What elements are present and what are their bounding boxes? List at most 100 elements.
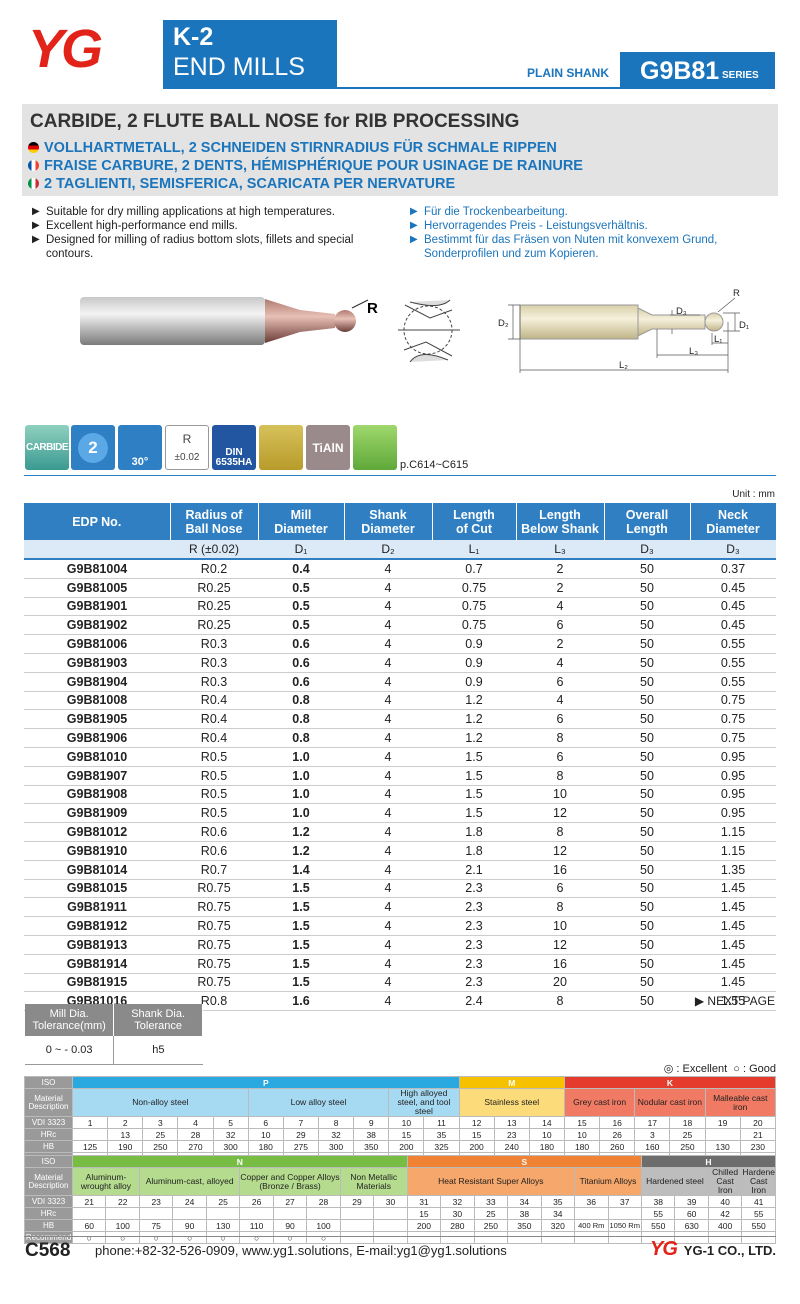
spec-cell: R0.5	[170, 747, 258, 767]
header-line: Length	[626, 521, 668, 536]
spec-cell: 0.9	[432, 672, 516, 692]
vdi-cell: 2	[107, 1116, 144, 1129]
hb-cell: 250	[669, 1140, 706, 1153]
spec-cell: 20	[516, 973, 604, 993]
spec-cell: 50	[604, 916, 690, 936]
material-table: ISO N S H Material Description Aluminum-wroug…	[24, 1155, 777, 1244]
spec-cell: R0.5	[170, 766, 258, 786]
hrc-cell: 23	[493, 1128, 530, 1141]
vdi-cell: 26	[239, 1195, 274, 1208]
spec-cell: 1.8	[432, 841, 516, 861]
vdi-cell: 13	[493, 1116, 530, 1129]
row-label: HRc	[24, 1207, 73, 1220]
spec-cell: 1.35	[690, 860, 776, 880]
title: CARBIDE, 2 FLUTE BALL NOSE for RIB PROCE…	[30, 111, 520, 132]
spec-cell: R0.3	[170, 634, 258, 654]
column-symbol: D₁	[258, 540, 344, 560]
hrc-cell: 15	[406, 1207, 442, 1220]
spec-cell: 10	[516, 785, 604, 805]
spec-cell: 2.3	[432, 935, 516, 955]
spec-cell: R0.75	[170, 954, 258, 974]
spec-cell: 1.5	[258, 879, 344, 899]
l1-label: L₁	[714, 334, 723, 345]
hb-cell: 60	[71, 1219, 107, 1232]
spec-cell: 4	[344, 954, 432, 974]
recommend-cell: ○	[272, 1231, 308, 1244]
spec-cell: 50	[604, 841, 690, 861]
hb-cell: 130	[704, 1140, 741, 1153]
spec-cell: 8	[516, 822, 604, 842]
spec-cell: 0.75	[690, 709, 776, 730]
header-line: Tolerance	[134, 1020, 182, 1032]
vdi-cell: 20	[739, 1116, 777, 1129]
hb-cell: 400	[707, 1219, 743, 1232]
spec-cell: 6	[516, 615, 604, 636]
vdi-cell: 38	[640, 1195, 676, 1208]
spec-cell: 1.45	[690, 954, 776, 974]
features-de: Für die Trockenbearbeitung. Hervorragend…	[410, 205, 770, 261]
vdi-cell: 12	[458, 1116, 495, 1129]
header-line: Ball Nose	[185, 521, 243, 536]
hrc-cell: 15	[458, 1128, 495, 1141]
product-box: K-2 END MILLS	[163, 20, 337, 88]
hb-cell: 280	[440, 1219, 475, 1232]
spec-cell: G9B81908	[24, 785, 170, 805]
spec-cell: 50	[604, 653, 690, 673]
spec-row: G9B81909 R0.5 1.0 4 1.5 12 50 0.95	[24, 803, 776, 824]
tolerance-header: Shank Dia. Tolerance	[113, 1004, 203, 1036]
spec-cell: 8	[516, 897, 604, 918]
iso-group: K	[563, 1076, 777, 1089]
material-group: Aluminum-wrought alloy	[72, 1167, 140, 1196]
spec-cell: R0.4	[170, 728, 258, 748]
spec-cell: 0.95	[690, 766, 776, 786]
recommend-cell	[674, 1231, 709, 1244]
recommend-cell: ○	[138, 1231, 174, 1244]
column-header: Mill Diameter	[258, 503, 345, 540]
spec-cell: 4	[516, 653, 604, 673]
header-line: Mill	[290, 507, 312, 522]
material-group: Malleable cast iron	[704, 1088, 777, 1117]
spec-cell: G9B81913	[24, 935, 170, 955]
hb-cell: 250	[142, 1140, 179, 1153]
material-group: Aluminum-cast, alloyed	[138, 1167, 241, 1196]
vdi-cell: 15	[563, 1116, 601, 1129]
spec-row: G9B81914 R0.75 1.5 4 2.3 16 50 1.45	[24, 954, 776, 974]
spec-cell: 6	[516, 709, 604, 730]
hb-cell: 100	[105, 1219, 140, 1232]
flutes-value: 2	[78, 432, 108, 463]
vdi-cell: 17	[634, 1116, 671, 1129]
vdi-cell: 34	[507, 1195, 542, 1208]
spec-cell: 1.0	[258, 803, 344, 824]
spec-cell: R0.75	[170, 973, 258, 993]
vdi-cell: 6	[247, 1116, 284, 1129]
spec-cell: 4	[344, 728, 432, 748]
column-symbol: D₃	[690, 540, 776, 560]
vdi-cell: 27	[272, 1195, 308, 1208]
spec-cell: 0.6	[258, 672, 344, 692]
spec-cell: 1.0	[258, 785, 344, 805]
spec-cell: 0.5	[258, 615, 344, 636]
subheader-row: R (±0.02) D₁ D₂ L₁ L₃ D₃ D₃	[24, 540, 776, 560]
unit: Unit : mm	[732, 489, 775, 500]
spec-cell: 50	[604, 879, 690, 899]
hb-cell: 260	[599, 1140, 636, 1153]
column-header: Length of Cut	[432, 503, 517, 540]
row-label: ISO	[24, 1155, 73, 1168]
spec-cell: 6	[516, 879, 604, 899]
tolerance-cell: 0 ~ - 0.03	[25, 1036, 115, 1065]
vdi-cell: 36	[574, 1195, 609, 1208]
row-label: ISO	[24, 1076, 73, 1089]
header-line: Below Shank	[521, 521, 599, 536]
spec-cell: 0.55	[690, 634, 776, 654]
spec-cell: 0.7	[432, 559, 516, 579]
spec-cell: 0.9	[432, 634, 516, 654]
spec-cell: 0.4	[258, 559, 344, 579]
tolerance-header-row: Mill Dia. Tolerance(mm) Shank Dia. Toleranc…	[25, 1004, 203, 1036]
vdi-cell: 35	[540, 1195, 576, 1208]
hrc-cell	[172, 1207, 207, 1220]
spec-cell: 8	[516, 728, 604, 748]
series-box: G9B81 SERIES	[620, 52, 775, 88]
spec-cell: R0.25	[170, 597, 258, 617]
spec-cell: 1.2	[432, 728, 516, 748]
spec-cell: 2	[516, 578, 604, 598]
